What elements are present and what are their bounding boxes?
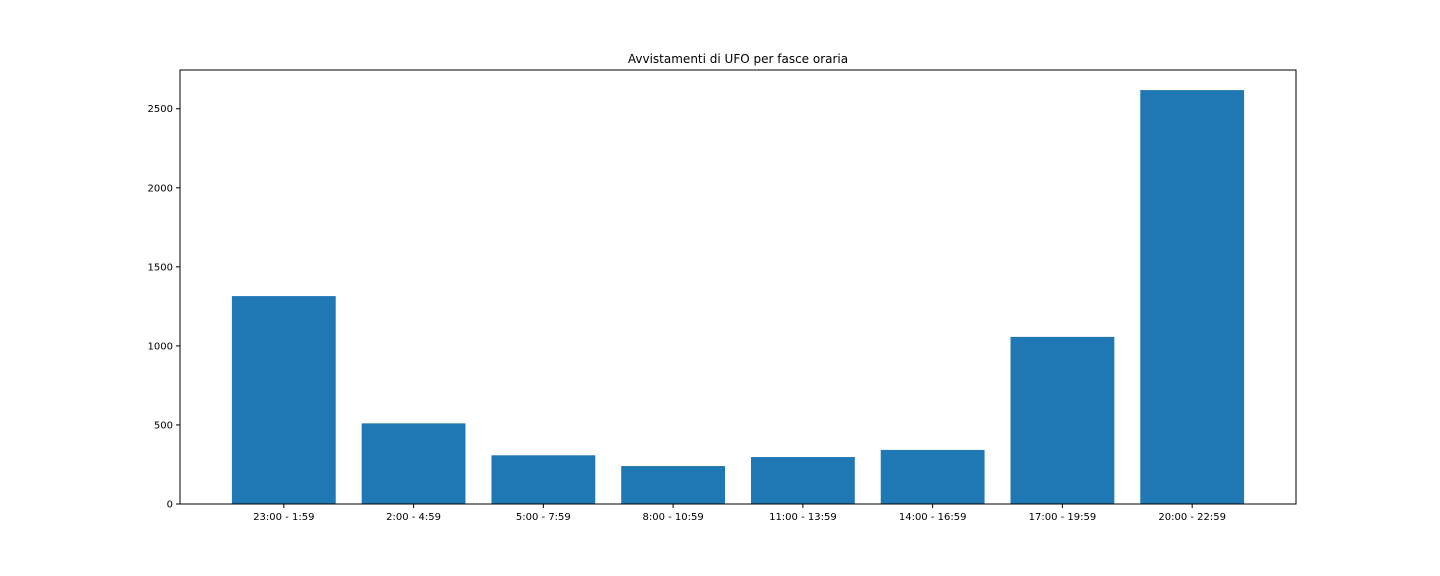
x-tick-label: 5:00 - 7:59 [516, 512, 571, 523]
bar-6 [1010, 336, 1115, 504]
y-tick-label: 2500 [148, 104, 173, 115]
x-tick-label: 2:00 - 4:59 [386, 512, 441, 523]
x-tick-label: 20:00 - 22:59 [1158, 512, 1226, 523]
y-tick-label: 1000 [148, 341, 173, 352]
bars-group [231, 90, 1245, 505]
y-tick-label: 500 [154, 420, 173, 431]
x-tick-label: 11:00 - 13:59 [769, 512, 837, 523]
y-tick-label: 2000 [148, 183, 173, 194]
x-axis: 23:00 - 1:59 2:00 - 4:59 5:00 - 7:59 8:00 -… [253, 504, 1226, 523]
x-tick-label: 17:00 - 19:59 [1029, 512, 1097, 523]
plot-frame [179, 69, 1297, 505]
y-tick-label: 0 [167, 500, 173, 511]
bar-2 [491, 455, 596, 504]
x-tick-label: 8:00 - 10:59 [642, 512, 703, 523]
bar-3 [621, 466, 726, 504]
chart-title: Avvistamenti di UFO per fasce oraria [628, 52, 848, 66]
bar-1 [361, 423, 466, 504]
bar-4 [750, 457, 855, 504]
x-tick-label: 23:00 - 1:59 [253, 512, 314, 523]
bar-5 [880, 449, 985, 504]
bar-0 [231, 296, 336, 504]
y-axis: 0 500 1000 1500 2000 2500 [148, 104, 180, 511]
bar-7 [1140, 90, 1245, 505]
y-tick-label: 1500 [148, 262, 173, 273]
x-tick-label: 14:00 - 16:59 [899, 512, 967, 523]
